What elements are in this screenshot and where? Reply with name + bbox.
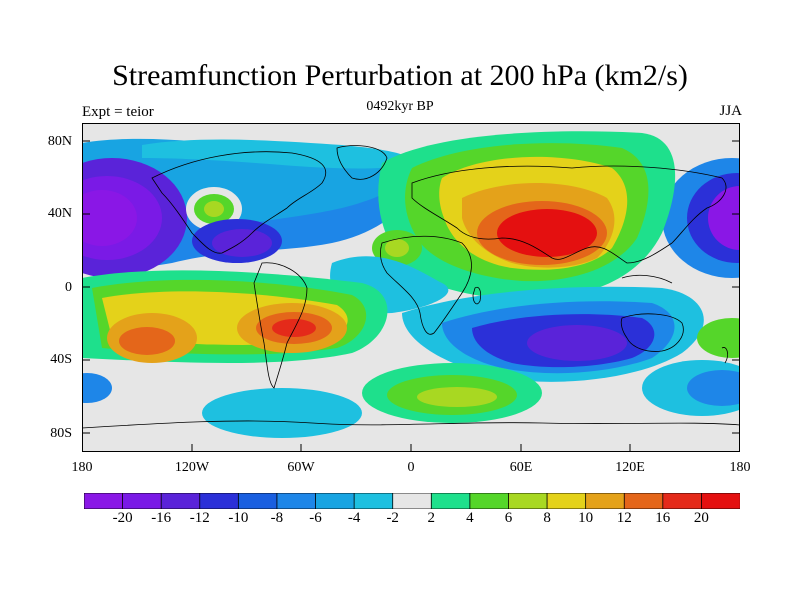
lat-label-0: 0 (65, 280, 72, 295)
colorbar-label: 4 (466, 510, 474, 526)
coast-eurasia (411, 165, 727, 264)
contour-sp-red-w (119, 327, 175, 355)
colorbar-swatch (430, 493, 471, 509)
coastlines (82, 145, 740, 429)
time-label: 0492kyr BP (366, 99, 434, 114)
lon-label-120w: 120W (174, 460, 210, 475)
contour-west-so (82, 373, 112, 403)
lon-label-180e: 180 (729, 460, 751, 475)
contour-so-cyan (202, 388, 362, 438)
colorbar-label: -20 (112, 510, 133, 526)
contour-sp-core-e (272, 319, 316, 337)
lat-label-40n: 40N (47, 206, 72, 221)
colorbar-label: -8 (270, 510, 284, 526)
colorbar-label: -2 (386, 510, 399, 526)
contour-atlantic-pos-core (385, 239, 409, 257)
colorbar-label: 12 (616, 510, 632, 526)
lat-label-80n: 80N (47, 134, 72, 149)
tick-marks (82, 140, 740, 452)
colorbar-label: 8 (543, 510, 551, 526)
lon-label-60w: 60W (287, 460, 315, 475)
colorbar-swatch (315, 493, 355, 509)
colorbar-swatch (469, 493, 510, 509)
coast-africa (380, 235, 472, 335)
lon-label-120e: 120E (615, 460, 645, 475)
lon-label-0: 0 (407, 460, 415, 475)
colorbar-swatch (546, 493, 587, 509)
contour-satl-yellow (417, 387, 497, 407)
streamfunction-map (82, 123, 740, 452)
coast-antarctica (82, 420, 740, 429)
coast-greenland (336, 145, 388, 180)
coast-australia (620, 313, 684, 352)
contour-eurasia-core (497, 209, 597, 257)
colorbar-swatch (276, 493, 317, 509)
contour-gulf-min-core (212, 229, 272, 257)
colorbar-swatch (701, 493, 740, 509)
colorbar-label: -16 (151, 510, 172, 526)
coast-indonesia (621, 274, 673, 284)
colorbar-label: 20 (693, 510, 709, 526)
contour-so-blue-2 (687, 370, 740, 406)
colorbar-label: -10 (228, 510, 249, 526)
colorbar-swatch (237, 493, 278, 509)
colorbar-swatch (623, 493, 664, 509)
colorbar-swatch (392, 493, 432, 509)
lat-label-40s: 40S (50, 352, 72, 367)
colorbar (84, 493, 740, 509)
lon-label-180w: 180 (71, 460, 93, 475)
contour-ring-inner (204, 201, 224, 217)
experiment-label: Expt = teior (82, 104, 154, 120)
coast-nz (721, 347, 728, 364)
contour-north-cyan-top (142, 139, 412, 169)
colorbar-label: 16 (655, 510, 671, 526)
colorbar-swatch (122, 493, 162, 509)
colorbar-label: -4 (347, 510, 361, 526)
colorbar-swatch (160, 493, 201, 509)
colorbar-swatch (353, 493, 394, 509)
coast-south-america (253, 262, 308, 389)
lat-label-80s: 80S (50, 426, 72, 441)
coast-madagascar (472, 286, 482, 305)
colorbar-swatch (585, 493, 625, 509)
colorbar-swatch (662, 493, 703, 509)
contour-se-green (697, 318, 740, 358)
contour-east-min-core (708, 186, 740, 250)
chart-title: Streamfunction Perturbation at 200 hPa (… (112, 59, 688, 92)
lon-label-60e: 60E (509, 460, 533, 475)
colorbar-swatch (508, 493, 548, 509)
colorbar-label: 2 (427, 510, 436, 526)
colorbar-label: 10 (578, 510, 594, 526)
coast-north-america (151, 151, 327, 254)
colorbar-swatch (84, 493, 124, 509)
colorbar-label: 6 (504, 510, 513, 526)
season-label: JJA (719, 103, 742, 119)
colorbar-label: -6 (309, 510, 322, 526)
colorbar-label: -12 (189, 510, 210, 526)
contour-west-min-inner (82, 190, 137, 246)
colorbar-swatch (199, 493, 240, 509)
contour-sio-core (527, 325, 627, 361)
